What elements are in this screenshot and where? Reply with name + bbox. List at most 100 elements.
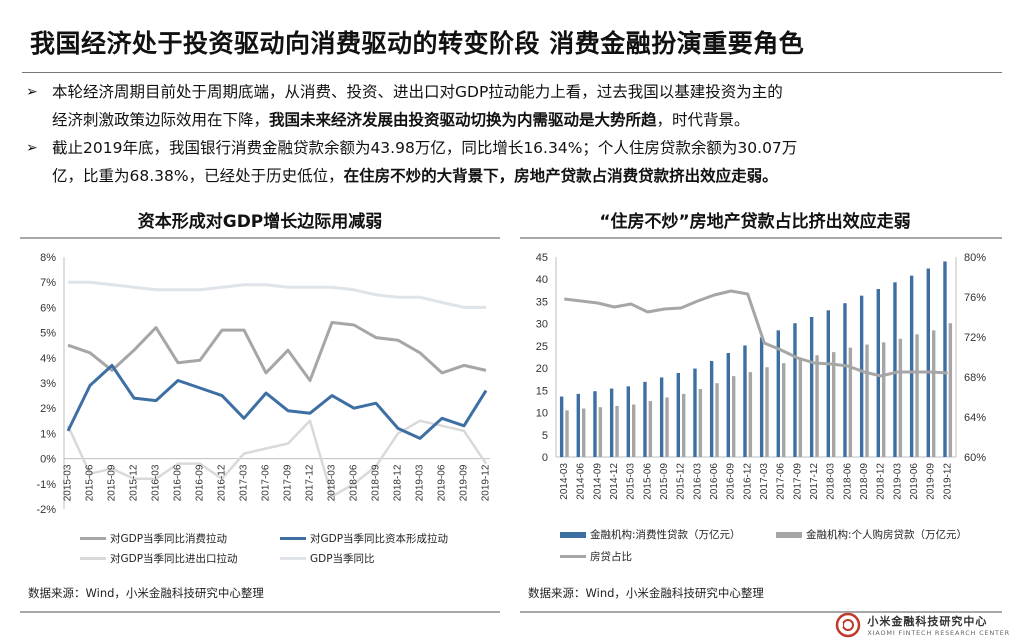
- bar-consumer-loans: [843, 303, 847, 457]
- bar-consumer-loans: [609, 388, 614, 457]
- legend-swatch: [776, 531, 802, 538]
- y-tick-label: -1%: [36, 479, 56, 491]
- y-tick-label: 20: [536, 363, 548, 375]
- y-tick-label: 15: [536, 385, 548, 397]
- right-chart-legend: 金融机构:消费性贷款（万亿元） 金融机构:个人购房贷款（万亿元） 房贷占比: [520, 527, 1002, 567]
- bar-housing-loans: [782, 363, 786, 457]
- bar-consumer-loans: [576, 393, 580, 457]
- bar-housing-loans: [832, 352, 836, 457]
- bullet-item: ➢ 截止2019年底，我国银行消费金融贷款余额为43.98万亿，同比增长16.3…: [24, 134, 1004, 190]
- x-tick-label: 2016-09: [195, 464, 206, 501]
- x-tick-label: 2018-09: [371, 464, 382, 501]
- series-line-gdp: [68, 280, 486, 309]
- legend-label: 房贷占比: [590, 551, 632, 563]
- x-tick-label: 2019-12: [481, 464, 492, 501]
- left-chart: -2% -1% 0% 1% 2% 3% 4% 5% 6% 7% 8% 2015-03 2015-06 20…: [36, 252, 492, 516]
- legend-swatch: [80, 537, 106, 540]
- bullet-line: 本轮经济周期目前处于周期底端，从消费、投资、进出口对GDP拉动能力上看，过去我国…: [52, 83, 783, 101]
- x-tick-label: 2018-12: [876, 463, 887, 500]
- bar-consumer-loans: [676, 373, 680, 457]
- bar-housing-loans: [932, 330, 936, 457]
- x-tick-label: 2017-03: [239, 464, 250, 501]
- y2-tick-label: 68%: [964, 372, 986, 384]
- bar-housing-loans: [748, 372, 753, 457]
- x-tick-label: 2014-12: [609, 463, 620, 500]
- x-tick-label: 2015-09: [659, 463, 670, 500]
- x-tick-label: 2015-12: [676, 463, 687, 500]
- x-tick-label: 2016-03: [692, 463, 703, 500]
- bar-housing-loans: [948, 323, 953, 457]
- bullet-emphasis: 我国未来经济发展由投资驱动切换为内需驱动是大势所趋: [269, 111, 657, 129]
- bar-housing-loans: [698, 389, 703, 457]
- bar-housing-loans: [565, 410, 569, 457]
- bar-consumer-loans: [859, 295, 864, 457]
- bar-housing-loans: [915, 334, 919, 457]
- y-tick-label: 5: [542, 430, 548, 442]
- x-tick-label: 2014-03: [559, 463, 570, 500]
- x-tick-label: 2016-06: [709, 463, 720, 500]
- bar-housing-loans: [615, 405, 619, 457]
- x-tick-label: 2017-12: [305, 464, 316, 501]
- bar-consumer-loans: [759, 337, 764, 457]
- bar-consumer-loans: [809, 317, 814, 457]
- legend-item-export: 对GDP当季同比进出口拉动: [80, 551, 238, 566]
- series-line-investment: [66, 363, 488, 440]
- x-tick-label: 2014-06: [576, 463, 587, 500]
- y-tick-label: 25: [536, 341, 548, 353]
- legend-label: 对GDP当季同比进出口拉动: [110, 553, 238, 565]
- y-tick-label: 10: [536, 408, 548, 420]
- x-tick-label: 2017-03: [759, 463, 770, 500]
- legend-item-consumption: 对GDP当季同比消费拉动: [80, 531, 227, 546]
- x-tick-label: 2017-12: [809, 463, 820, 500]
- x-tick-label: 2019-03: [415, 464, 426, 501]
- left-chart-source: 数据来源：Wind，小米金融科技研究中心整理: [28, 586, 264, 600]
- y2-tick-label: 64%: [964, 412, 986, 424]
- bullet-line: 经济刺激政策边际效用在下降，我国未来经济发展由投资驱动切换为内需驱动是大势所趋，…: [52, 106, 1004, 134]
- bar-consumer-loans: [726, 353, 730, 457]
- legend-label: 金融机构:消费性贷款（万亿元）: [590, 529, 741, 541]
- x-tick-label: 2018-06: [349, 464, 360, 501]
- bullet-text: 亿，比重为68.38%，已经处于历史低位，: [52, 167, 344, 185]
- title-divider: [22, 72, 1002, 73]
- bar-consumer-loans: [559, 396, 564, 457]
- bar-consumer-loans: [793, 323, 797, 457]
- y-tick-label: 35: [536, 296, 548, 308]
- y-tick-label: 8%: [40, 252, 56, 264]
- arrow-bullet-icon: ➢: [26, 140, 38, 156]
- y-tick-label: 3%: [40, 378, 56, 390]
- bar-consumer-loans: [626, 386, 630, 457]
- left-chart-title: 资本形成对GDP增长边际用减弱: [137, 212, 383, 232]
- legend-item-gdp: GDP当季同比: [280, 551, 375, 566]
- x-tick-label: 2017-09: [283, 464, 294, 501]
- y2-tick-label: 76%: [964, 292, 986, 304]
- bar-consumer-loans: [709, 361, 714, 457]
- x-tick-label: 2019-03: [892, 463, 903, 500]
- bullet-text: ，时代背景。: [656, 111, 750, 129]
- bar-housing-loans: [732, 376, 736, 457]
- x-tick-label: 2016-09: [726, 463, 737, 500]
- bar-housing-loans: [682, 393, 686, 457]
- y-tick-label: 0%: [40, 454, 56, 466]
- legend-swatch: [560, 555, 586, 558]
- bar-consumer-loans: [776, 330, 780, 457]
- x-tick-label: 2016-06: [173, 464, 184, 501]
- bar-consumer-loans: [876, 289, 880, 457]
- left-chart-panel: -2% -1% 0% 1% 2% 3% 4% 5% 6% 7% 8% 2015-03 2015-06 20…: [20, 237, 500, 613]
- legend-swatch: [280, 537, 306, 540]
- y-tick-label: 2%: [40, 403, 56, 415]
- x-tick-label: 2019-09: [459, 464, 470, 501]
- bar-consumer-loans: [826, 310, 830, 457]
- legend-item-housing-loans: 金融机构:个人购房贷款（万亿元）: [776, 527, 967, 542]
- x-tick-label: 2019-06: [909, 463, 920, 500]
- bar-housing-loans: [848, 347, 853, 457]
- x-tick-label: 2018-03: [327, 464, 338, 501]
- x-tick-label: 2016-12: [217, 464, 228, 501]
- series-line-export: [66, 419, 488, 498]
- brand-name-en: XIAOMI FINTECH RESEARCH CENTER: [867, 629, 1010, 637]
- legend-swatch: [80, 557, 106, 560]
- x-tick-label: 2015-06: [85, 464, 96, 501]
- right-chart-panel: 0 5 10 15 20 25 30 35 40 45 60% 64% 68% 72% 76% 80% 2014…: [520, 237, 1002, 613]
- x-tick-label: 2017-06: [261, 464, 272, 501]
- bar-housing-loans: [882, 342, 886, 457]
- right-chart-source: 数据来源：Wind，小米金融科技研究中心整理: [528, 586, 764, 600]
